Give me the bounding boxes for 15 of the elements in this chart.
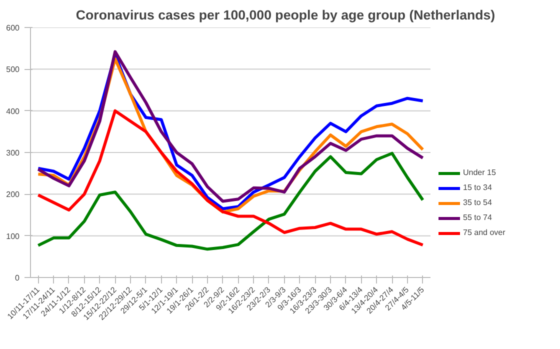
legend-label: Under 15 — [463, 168, 497, 177]
y-tick-label: 500 — [6, 65, 20, 74]
y-tick-label: 0 — [15, 274, 20, 282]
y-tick-label: 100 — [6, 232, 20, 241]
y-tick-label: 400 — [6, 106, 20, 116]
legend-label: 35 to 54 — [463, 198, 493, 207]
legend-label: 15 to 34 — [463, 183, 493, 192]
legend-label: 75 and over — [463, 228, 506, 237]
y-tick-label: 600 — [6, 24, 20, 32]
y-tick-label: 200 — [6, 190, 20, 200]
line-series — [36, 152, 424, 251]
y-tick-label: 300 — [6, 148, 20, 158]
legend-label: 55 to 74 — [463, 213, 493, 222]
line-series — [36, 109, 424, 246]
chart-title: Coronavirus cases per 100,000 people by age group (Netherlands) — [76, 8, 496, 22]
